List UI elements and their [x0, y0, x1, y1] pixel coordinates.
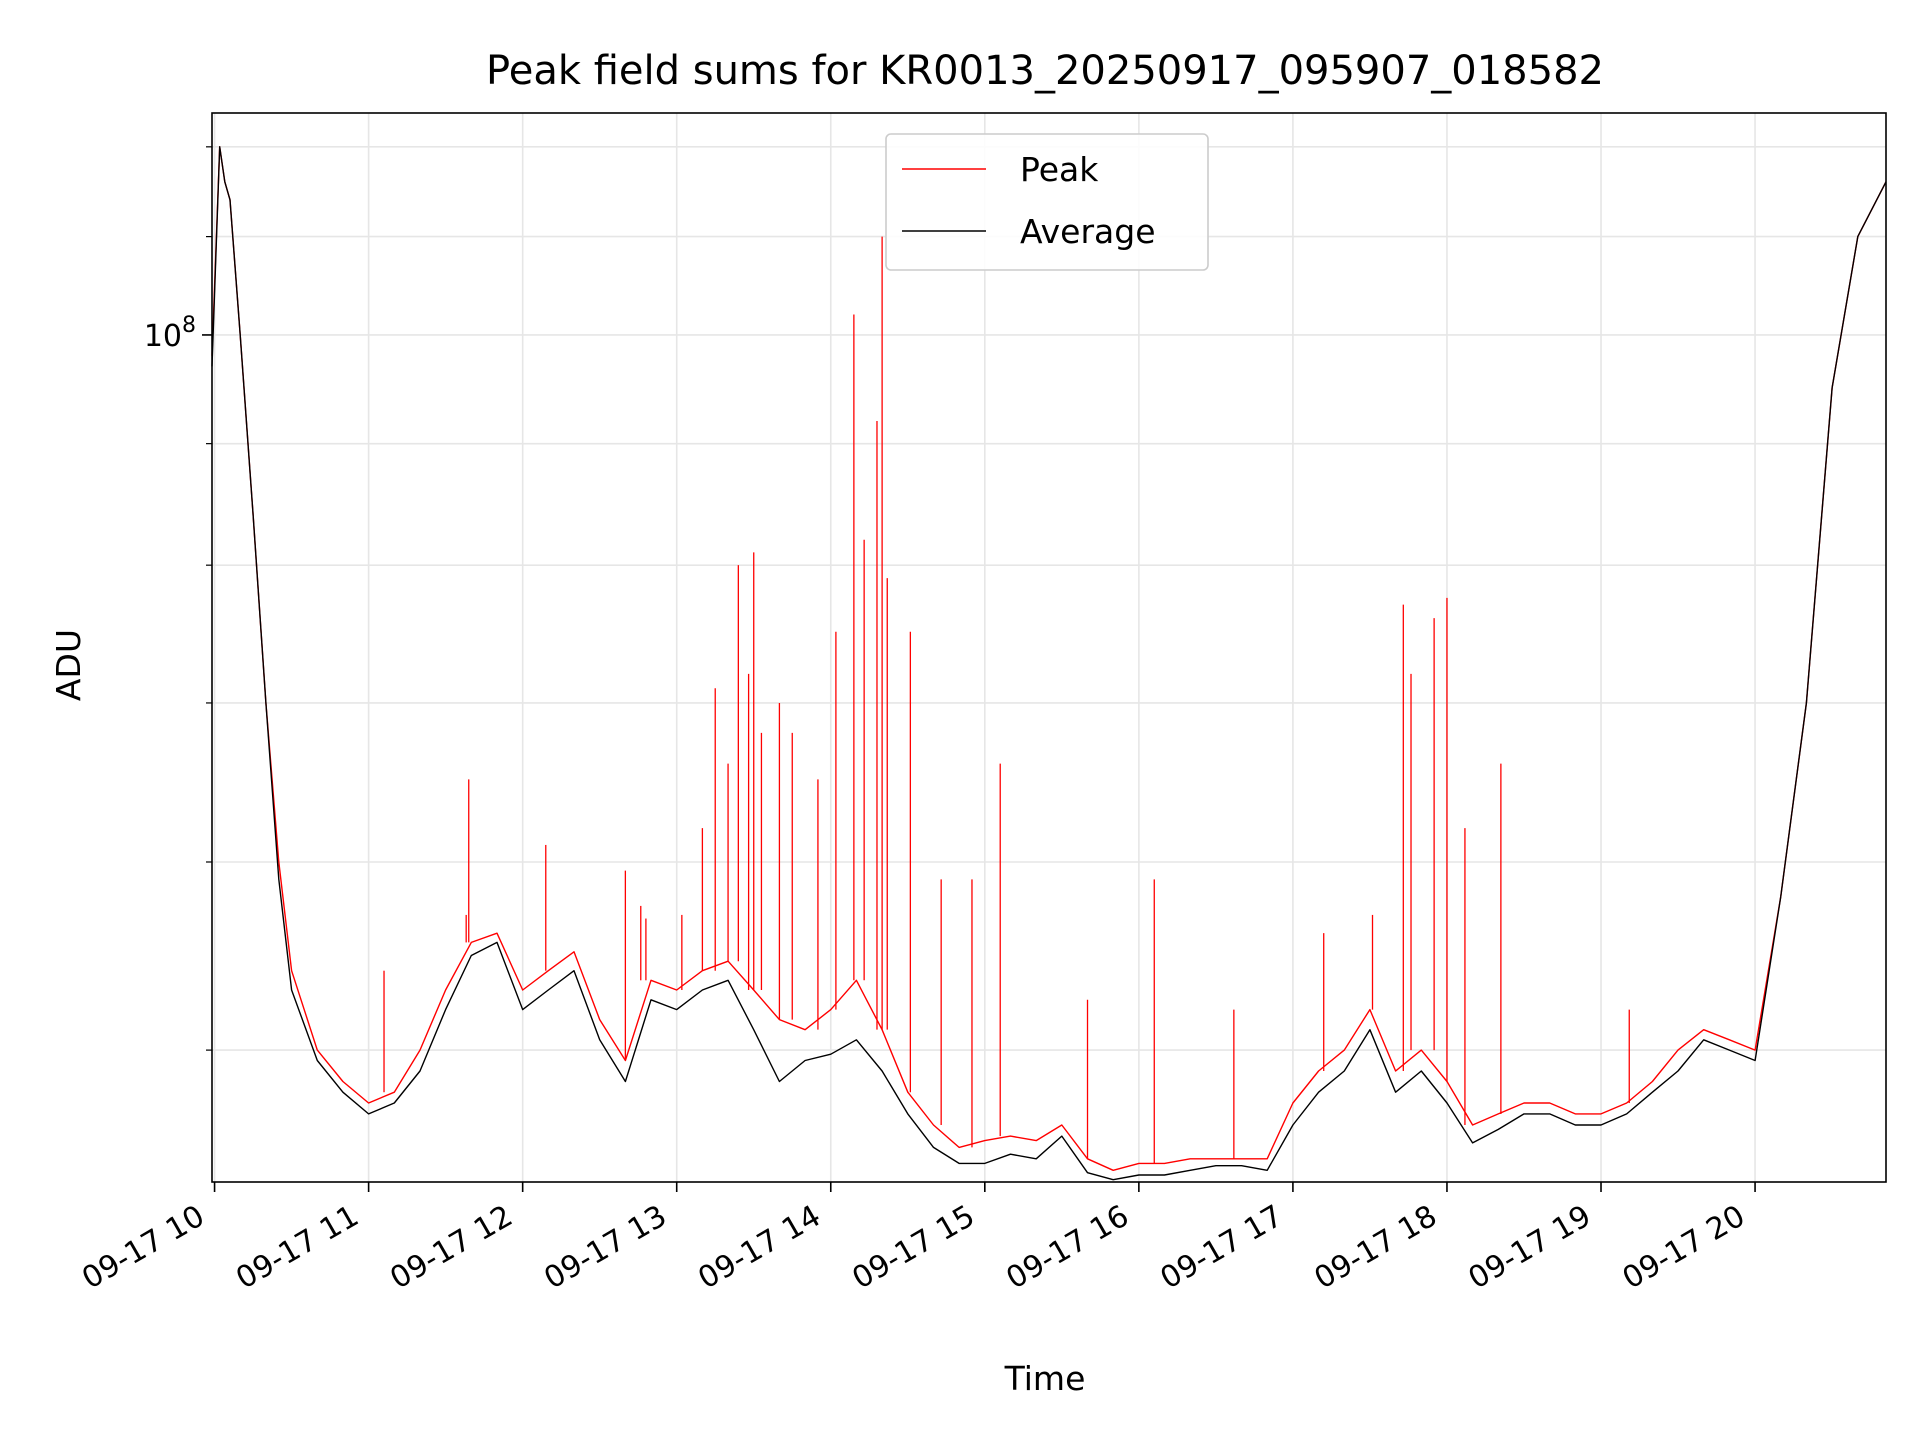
y-axis: 108 [144, 146, 212, 1051]
legend-label-average: Average [1020, 212, 1156, 251]
series-average [211, 146, 1887, 1181]
grid [212, 113, 1886, 1182]
series-peak [211, 146, 1887, 1171]
legend: Peak Average [885, 133, 1209, 271]
y-tick-label: 108 [144, 313, 196, 354]
series-line-peak [211, 146, 1887, 1171]
plot-frame [211, 112, 1887, 1183]
legend-label-peak: Peak [1020, 150, 1099, 189]
legend-box [885, 133, 1209, 271]
y-axis-label: ADU [49, 629, 88, 701]
series-layer [211, 146, 1887, 1181]
chart-title: Peak field sums for KR0013_20250917_0959… [486, 48, 1604, 94]
x-axis-label: Time [1004, 1359, 1086, 1398]
series-line-average [211, 146, 1887, 1181]
